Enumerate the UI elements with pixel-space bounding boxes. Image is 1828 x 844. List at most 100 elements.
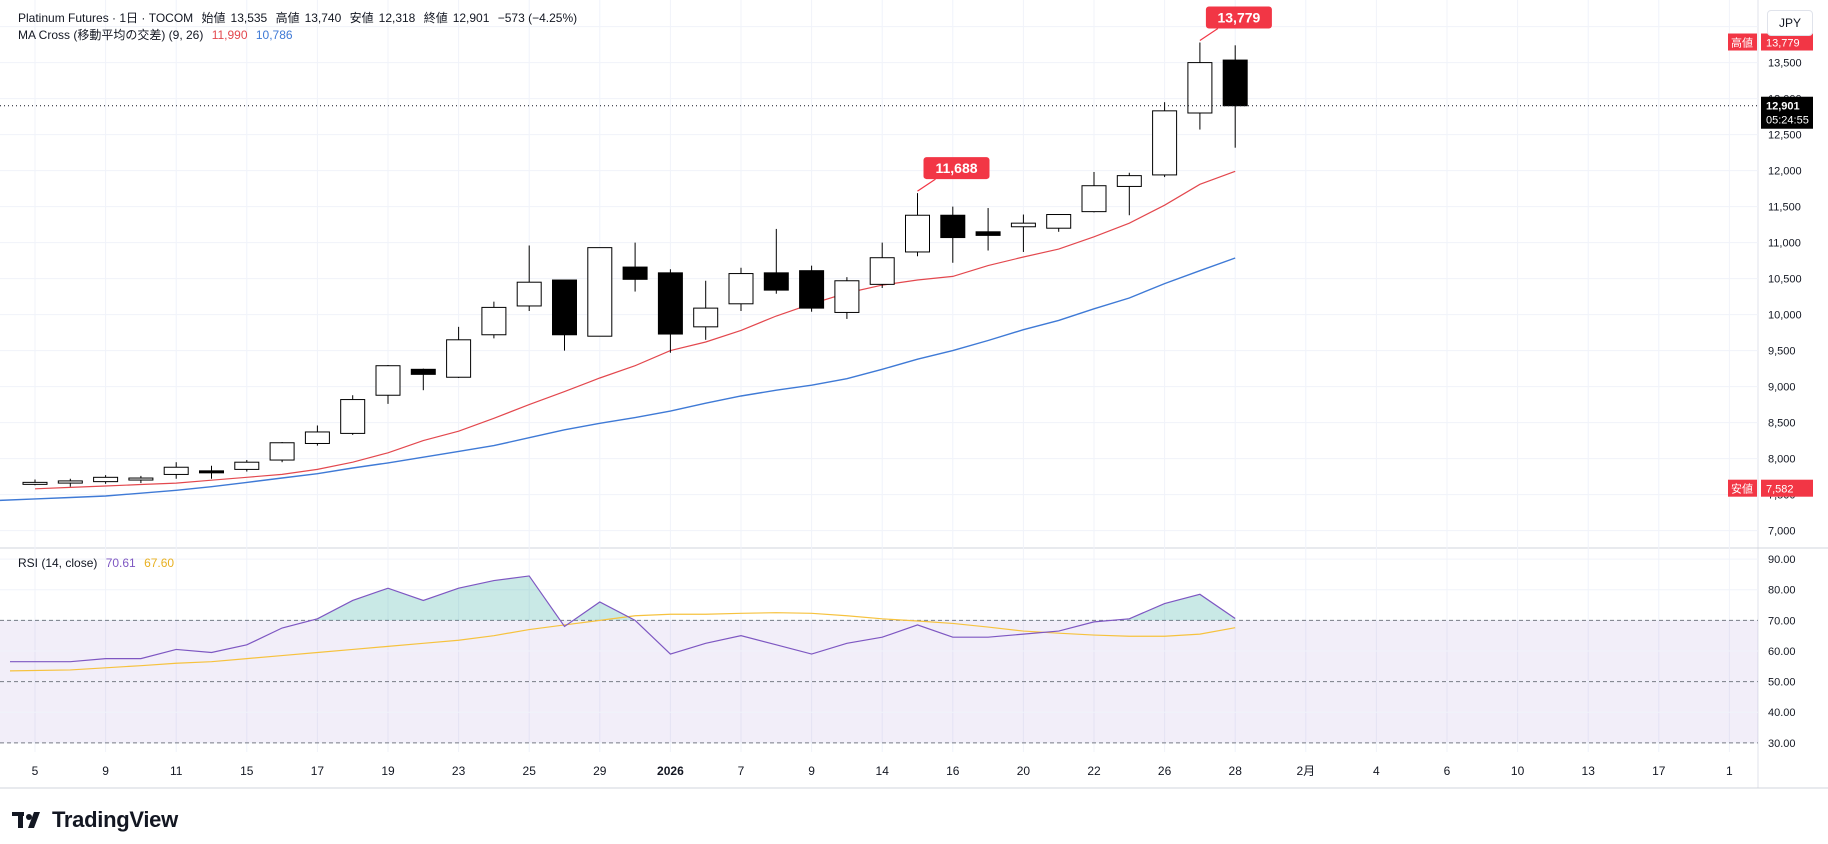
candle-body — [587, 247, 613, 337]
change-value: −573 (−4.25%) — [497, 11, 578, 25]
high-tag-value: 13,779 — [1766, 38, 1800, 50]
low-tag-value: 7,582 — [1766, 484, 1794, 496]
ma-fast-value: 11,990 — [211, 28, 248, 42]
price-tick-label: 10,500 — [1768, 274, 1802, 286]
symbol-title[interactable]: Platinum Futures · 1日 · TOCOM — [18, 11, 194, 25]
price-tick-label: 13,500 — [1768, 58, 1802, 70]
rsi-tick-label: 60.00 — [1768, 646, 1796, 658]
time-tick-label: 29 — [593, 764, 607, 778]
time-tick-label: 1 — [1726, 764, 1733, 778]
rsi-tick-label: 80.00 — [1768, 585, 1796, 597]
candle-body — [163, 466, 189, 475]
high-value: 13,740 — [304, 11, 342, 25]
last-price-text: 12,901 — [1766, 101, 1800, 113]
candle-body — [869, 257, 895, 285]
candle-body — [905, 214, 930, 253]
time-tick-label: 2月 — [1296, 764, 1315, 778]
tradingview-logo[interactable]: TradingView — [12, 806, 178, 833]
candle-body — [1010, 222, 1036, 228]
candle-body — [622, 266, 648, 280]
time-tick-label: 17 — [1652, 764, 1666, 778]
currency-button[interactable]: JPY — [1767, 10, 1813, 36]
candle-body — [728, 273, 754, 305]
open-label: 始値 — [201, 11, 226, 25]
ma-slow-value: 10,786 — [255, 28, 293, 42]
time-tick-label: 20 — [1017, 764, 1031, 778]
time-tick-label: 2026 — [657, 764, 684, 778]
rsi-tick-label: 70.00 — [1768, 615, 1796, 627]
candle-body — [340, 399, 366, 434]
candle-body — [481, 306, 507, 336]
rsi-ma-line — [9, 612, 1236, 672]
candle-body — [516, 281, 542, 307]
price-tick-label: 10,000 — [1768, 310, 1802, 322]
time-tick-label: 17 — [311, 764, 325, 778]
ma-legend[interactable]: MA Cross (移動平均の交差) (9, 26) 11,990 10,786 — [18, 26, 298, 43]
time-tick-label: 25 — [523, 764, 537, 778]
candle-body — [375, 365, 401, 396]
price-tick-label: 8,000 — [1768, 454, 1796, 466]
candle-body — [93, 476, 119, 483]
open-value: 13,535 — [230, 11, 268, 25]
time-tick-label: 6 — [1444, 764, 1451, 778]
time-tick-label: 9 — [102, 764, 109, 778]
price-tick-label: 7,000 — [1768, 526, 1796, 538]
candle-body — [234, 461, 260, 470]
candle-body — [1152, 110, 1178, 176]
candle-body — [940, 214, 966, 239]
price-tick-label: 8,500 — [1768, 418, 1796, 430]
candle-body — [657, 272, 683, 335]
annotation-pointer — [917, 178, 936, 192]
time-tick-label: 11 — [170, 764, 183, 778]
last-price-text: 05:24:55 — [1766, 115, 1809, 127]
close-label: 終値 — [423, 11, 448, 25]
time-tick-label: 19 — [381, 764, 395, 778]
candle-body — [199, 470, 224, 474]
low-value: 12,318 — [378, 11, 416, 25]
candle-body — [304, 431, 330, 444]
time-tick-label: 28 — [1229, 764, 1243, 778]
candle-body — [693, 307, 719, 328]
candle-body — [834, 280, 860, 313]
price-tick-label: 11,500 — [1768, 202, 1801, 214]
annotation-label: 13,779 — [1217, 10, 1260, 26]
time-tick-label: 23 — [452, 764, 466, 778]
candle-body — [552, 279, 577, 336]
low-tag-value-box — [1761, 479, 1813, 497]
candle-body — [1187, 62, 1213, 114]
candle-body — [22, 481, 48, 485]
rsi-ma-value: 67.60 — [144, 556, 175, 570]
candle-body — [128, 477, 154, 481]
candle-body — [1081, 185, 1107, 213]
time-tick-label: 22 — [1087, 764, 1101, 778]
rsi-tick-label: 90.00 — [1768, 554, 1796, 566]
candle-body — [57, 480, 83, 484]
annotation-pointer — [1199, 28, 1219, 42]
high-label: 高値 — [275, 11, 300, 25]
price-tick-label: 11,000 — [1768, 238, 1801, 250]
time-tick-label: 4 — [1373, 764, 1380, 778]
time-tick-label: 13 — [1582, 764, 1596, 778]
candle-body — [975, 231, 1001, 236]
time-tick-label: 9 — [808, 764, 815, 778]
rsi-tick-label: 50.00 — [1768, 677, 1796, 689]
close-value: 12,901 — [452, 11, 490, 25]
candle-body — [446, 339, 472, 378]
rsi-legend[interactable]: RSI (14, close) 70.61 67.60 — [18, 556, 179, 570]
annotation-box — [923, 157, 990, 180]
time-tick-label: 7 — [738, 764, 745, 778]
time-tick-label: 16 — [946, 764, 960, 778]
price-tick-label: 9,500 — [1768, 346, 1796, 358]
rsi-tick-label: 40.00 — [1768, 707, 1796, 719]
high-tag-value-box — [1761, 33, 1813, 51]
candle-body — [1116, 175, 1142, 187]
candle-body — [799, 270, 825, 309]
candle-body — [410, 368, 436, 375]
candle-body — [1046, 214, 1072, 229]
candle-body — [763, 272, 789, 291]
candle-body — [269, 442, 295, 461]
high-tag-label: 高値 — [1731, 36, 1753, 50]
annotation-label: 11,688 — [935, 160, 977, 176]
annotation-box — [1205, 6, 1272, 29]
